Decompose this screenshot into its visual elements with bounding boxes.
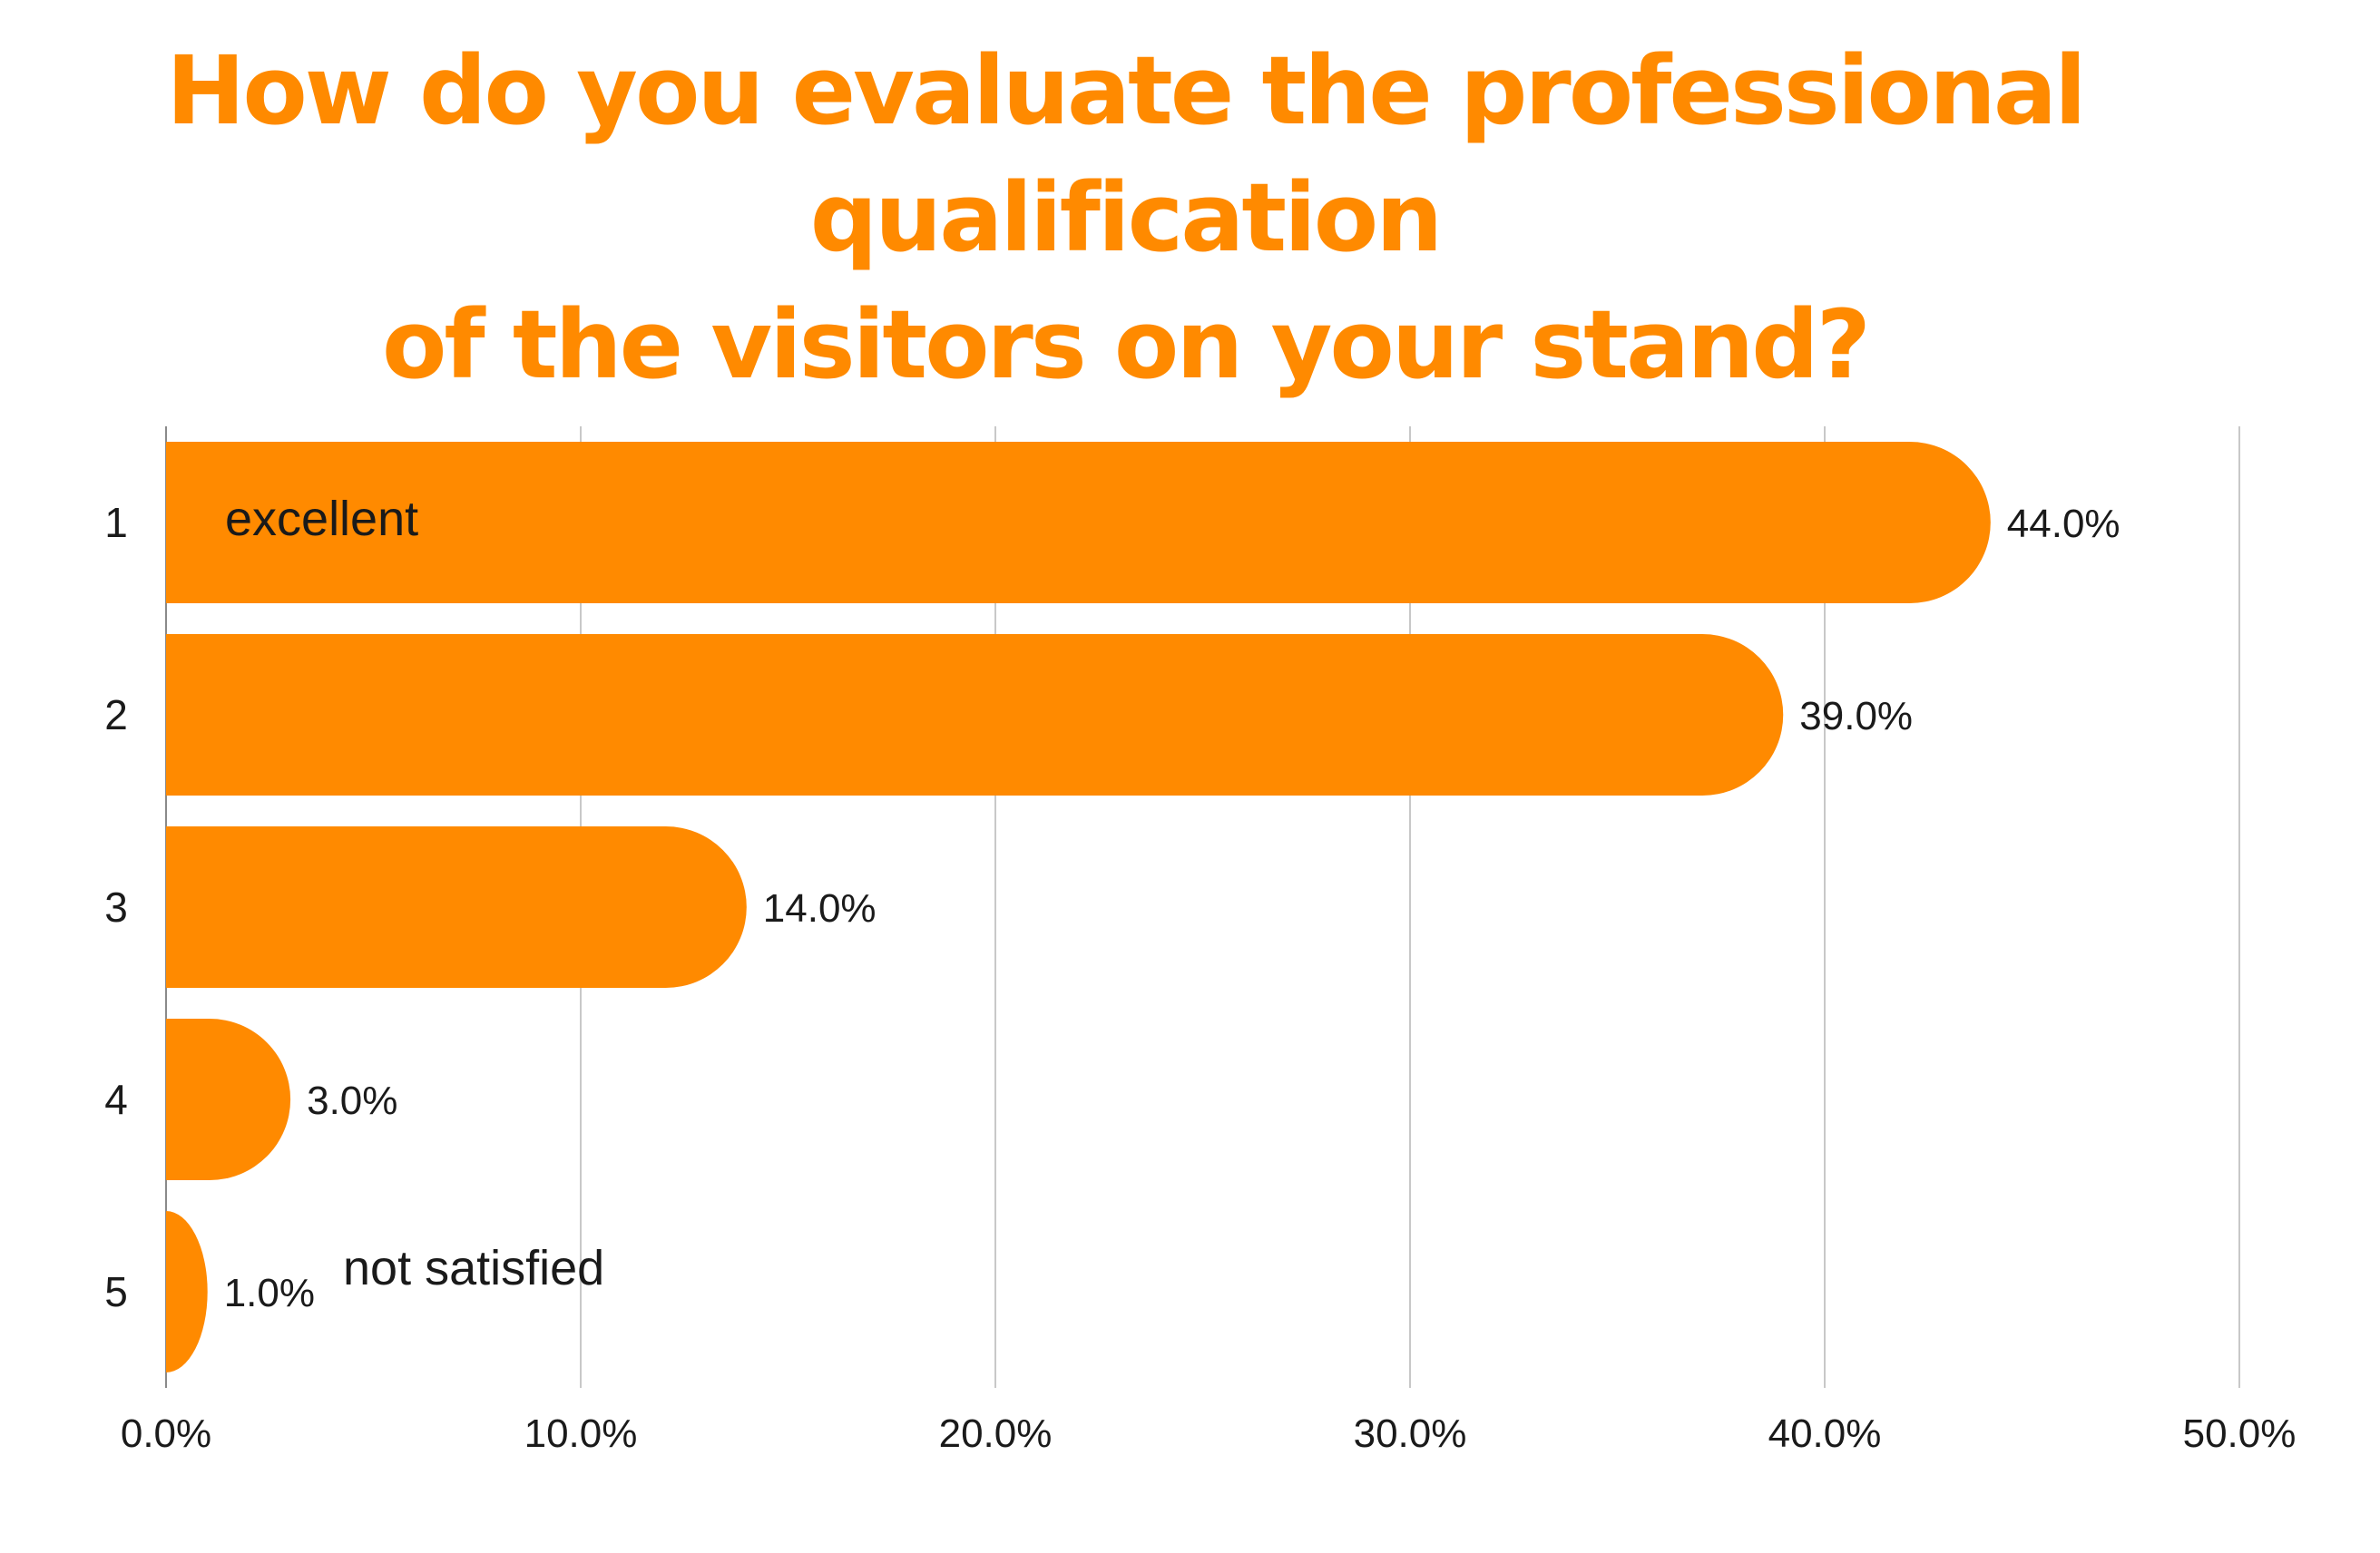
category-label: 1 (104, 499, 128, 546)
value-label: 1.0% (224, 1271, 315, 1315)
chart-title: How do you evaluate the professional qua… (0, 27, 2250, 408)
labels: 0.0% 10.0% 20.0% 30.0% 40.0% 50.0% 1 44.0% 2 39.0… (104, 492, 2296, 1456)
x-tick-label: 0.0% (121, 1411, 211, 1456)
bar-3 (166, 826, 747, 988)
x-tick-label: 20.0% (939, 1411, 1053, 1456)
chart-title-line-1: How do you evaluate the professional qua… (166, 35, 2086, 273)
bars (166, 442, 1991, 1372)
annotation-label: not satisfied (343, 1241, 604, 1295)
annotation-label: excellent (225, 492, 418, 546)
x-tick-label: 30.0% (1354, 1411, 1467, 1456)
value-label: 44.0% (2007, 502, 2120, 546)
x-tick-label: 10.0% (524, 1411, 638, 1456)
chart-title-line-2: of the visitors on your stand? (381, 289, 1871, 400)
bar-2 (166, 634, 1784, 796)
category-label: 3 (104, 884, 128, 931)
value-label: 3.0% (307, 1079, 397, 1123)
category-label: 5 (104, 1268, 128, 1315)
x-tick-label: 50.0% (2183, 1411, 2297, 1456)
value-label: 39.0% (1799, 694, 1913, 738)
x-tick-label: 40.0% (1768, 1411, 1882, 1456)
category-label: 4 (104, 1076, 128, 1123)
bar-4 (166, 1019, 291, 1180)
bar-5 (166, 1211, 208, 1372)
category-label: 2 (104, 691, 128, 738)
value-label: 14.0% (763, 886, 877, 931)
bar-1 (166, 442, 1991, 603)
